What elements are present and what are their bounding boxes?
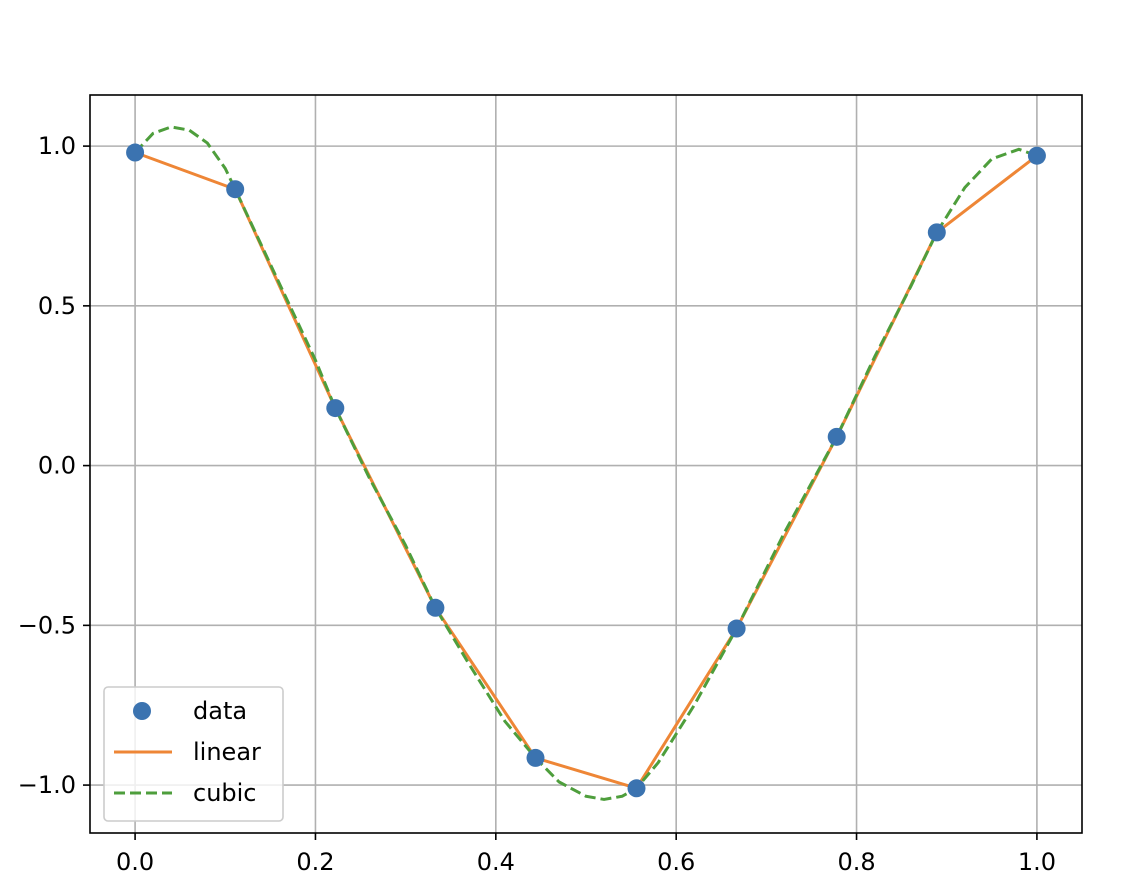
legend-box: [103, 686, 284, 822]
series-line-cubic: [133, 125, 1038, 801]
series-layer: [126, 125, 1046, 801]
y-tick-label: 0.0: [38, 452, 76, 480]
x-tick-label: 0.4: [477, 848, 515, 876]
data-point: [426, 598, 445, 617]
data-point: [226, 180, 245, 199]
x-tick-label: 1.0: [1018, 848, 1056, 876]
x-tick-label: 0.6: [657, 848, 695, 876]
data-point: [126, 143, 145, 162]
data-point: [526, 748, 545, 767]
x-tick-label: 0.8: [837, 848, 875, 876]
y-tick-label: 1.0: [38, 132, 76, 160]
legend-label-cubic: cubic: [193, 779, 257, 807]
data-point: [827, 427, 846, 446]
x-tick-label: 0.0: [116, 848, 154, 876]
y-tick-label: −0.5: [18, 611, 76, 639]
legend: data linear cubic: [103, 686, 284, 822]
data-point: [927, 223, 946, 242]
legend-label-data: data: [193, 697, 247, 725]
y-tick-label: −1.0: [18, 771, 76, 799]
plot-frame: [89, 94, 1083, 834]
x-tick-label: 0.2: [296, 848, 334, 876]
data-point: [1027, 146, 1046, 165]
data-point: [326, 399, 345, 418]
data-point: [727, 619, 746, 638]
data-point: [627, 779, 646, 798]
grid: [90, 95, 1082, 833]
y-tick-label: 0.5: [38, 292, 76, 320]
legend-label-linear: linear: [193, 738, 261, 766]
axes-ticks: 0.0 0.2 0.4 0.6 0.8 1.0 1.0 0.5 0.0 −0.5 −1.0: [18, 132, 1056, 876]
legend-marker-data: [133, 702, 151, 720]
